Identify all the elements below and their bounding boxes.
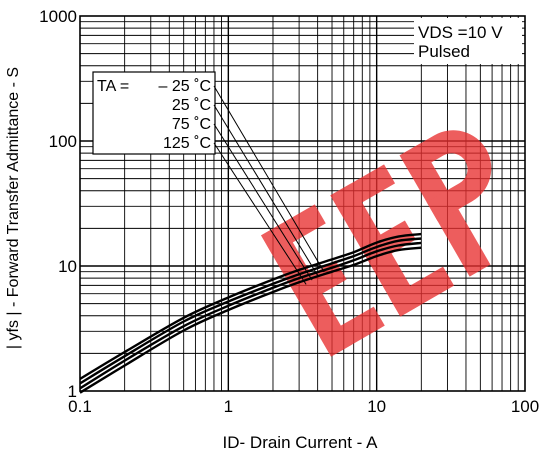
legend-leader-line — [213, 142, 307, 285]
legend-frame — [92, 71, 216, 155]
legend: TA = – 25 ˚C 25 ˚C 75 ˚C 125 ˚C — [92, 71, 216, 155]
condition-vds: VDS =10 V — [418, 23, 503, 42]
legend-leader-line — [213, 104, 319, 277]
condition-box-frame — [414, 18, 522, 64]
y-tick-label: 100 — [49, 132, 77, 151]
legend-title: TA = — [97, 78, 129, 95]
legend-leader-line — [213, 85, 325, 273]
x-tick-label: 10 — [367, 397, 386, 416]
y-tick-label: 10 — [58, 257, 77, 276]
plot-border — [79, 15, 526, 392]
series-line-125 — [79, 246, 422, 394]
y-axis-label: | yfs | - Forward Transfer Admittance - … — [5, 67, 22, 349]
legend-entry-m25: – 25 ˚C — [159, 78, 211, 95]
x-tick-label: 1 — [224, 397, 233, 416]
condition-pulsed: Pulsed — [418, 42, 470, 61]
watermark-stroke — [330, 164, 396, 215]
legend-leader-line — [213, 123, 313, 281]
x-axis-label: ID- Drain Current - A — [223, 433, 379, 452]
condition-box: VDS =10 V Pulsed — [414, 18, 522, 64]
plot-frame — [79, 15, 526, 392]
watermark-stroke — [320, 306, 385, 357]
watermark — [261, 130, 492, 357]
legend-entry-125: 125 ˚C — [163, 135, 211, 152]
x-tick-label: 0.1 — [68, 397, 92, 416]
y-tick-label: 1000 — [39, 7, 77, 26]
watermark-logo — [261, 130, 492, 357]
watermark-stroke — [261, 204, 326, 255]
watermark-stroke — [399, 130, 492, 222]
series-line-m25 — [79, 232, 422, 380]
legend-leader-lines — [213, 85, 325, 285]
y-tick-label: 1 — [68, 382, 77, 401]
legend-entry-25: 25 ˚C — [172, 97, 211, 114]
watermark-stroke — [389, 266, 455, 317]
legend-entry-75: 75 ˚C — [172, 116, 211, 133]
series-line-75 — [79, 241, 422, 390]
watermark-letter-p — [399, 130, 492, 277]
x-tick-label: 100 — [511, 397, 539, 416]
